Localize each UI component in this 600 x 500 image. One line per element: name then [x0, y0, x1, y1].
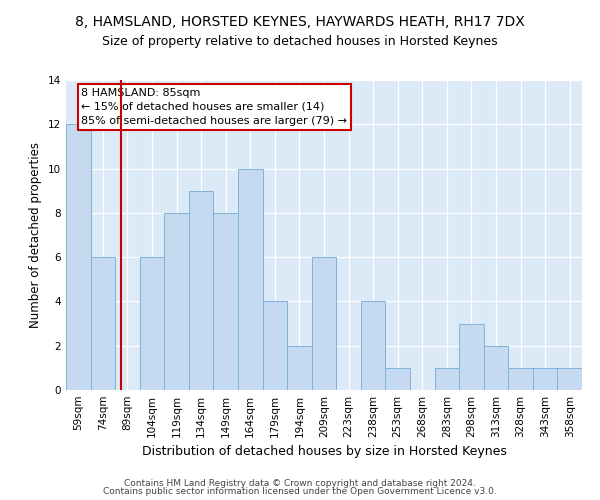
- Bar: [459, 324, 484, 390]
- Text: 8, HAMSLAND, HORSTED KEYNES, HAYWARDS HEATH, RH17 7DX: 8, HAMSLAND, HORSTED KEYNES, HAYWARDS HE…: [75, 15, 525, 29]
- Y-axis label: Number of detached properties: Number of detached properties: [29, 142, 43, 328]
- Bar: [140, 257, 164, 390]
- Bar: [484, 346, 508, 390]
- Bar: [434, 368, 459, 390]
- Bar: [263, 302, 287, 390]
- Text: Contains public sector information licensed under the Open Government Licence v3: Contains public sector information licen…: [103, 487, 497, 496]
- Bar: [312, 257, 336, 390]
- X-axis label: Distribution of detached houses by size in Horsted Keynes: Distribution of detached houses by size …: [142, 446, 506, 458]
- Bar: [164, 213, 189, 390]
- Bar: [214, 213, 238, 390]
- Bar: [361, 302, 385, 390]
- Bar: [557, 368, 582, 390]
- Bar: [91, 257, 115, 390]
- Bar: [508, 368, 533, 390]
- Bar: [238, 168, 263, 390]
- Bar: [385, 368, 410, 390]
- Bar: [189, 190, 214, 390]
- Text: 8 HAMSLAND: 85sqm
← 15% of detached houses are smaller (14)
85% of semi-detached: 8 HAMSLAND: 85sqm ← 15% of detached hous…: [82, 88, 347, 126]
- Text: Size of property relative to detached houses in Horsted Keynes: Size of property relative to detached ho…: [102, 35, 498, 48]
- Bar: [533, 368, 557, 390]
- Bar: [287, 346, 312, 390]
- Bar: [66, 124, 91, 390]
- Text: Contains HM Land Registry data © Crown copyright and database right 2024.: Contains HM Land Registry data © Crown c…: [124, 478, 476, 488]
